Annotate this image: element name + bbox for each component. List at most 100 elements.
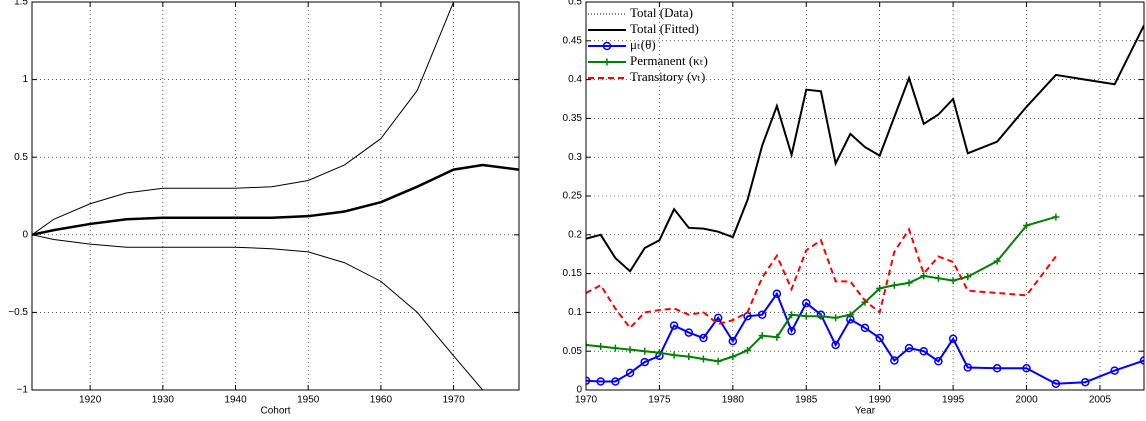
x-tick-label: 1970 — [442, 395, 465, 406]
marker — [919, 346, 928, 356]
marker — [670, 351, 678, 359]
marker — [640, 357, 649, 367]
x-tick-label: 1960 — [370, 395, 393, 406]
x-tick-label: 1980 — [722, 395, 745, 406]
legend-marker — [603, 58, 611, 66]
marker — [963, 363, 973, 372]
marker — [685, 353, 693, 361]
marker — [890, 281, 898, 289]
marker — [586, 341, 590, 349]
chart: −1 −0.5 0 0.5 1 1.5 1920 1930 1940 1950 1960 1970 Co… — [8, 0, 520, 417]
y-tick-label: 0 — [22, 229, 28, 240]
plot-lines — [32, 2, 519, 390]
plot-frame — [31, 1, 520, 391]
plot-lines — [586, 24, 1144, 389]
marker — [964, 273, 972, 281]
marker — [1139, 356, 1144, 365]
marker — [920, 272, 928, 280]
marker — [625, 368, 635, 378]
x-tick-label: 2000 — [1015, 395, 1038, 406]
legend-label: μₜ(θ) — [630, 37, 656, 52]
series-line — [586, 215, 1057, 363]
marker — [684, 328, 694, 337]
y-tick-label: 1.5 — [14, 0, 28, 8]
marker — [772, 289, 782, 299]
legend-label: Permanent (κₜ) — [630, 53, 708, 68]
marker — [699, 355, 707, 363]
marker — [905, 279, 913, 287]
marker — [1023, 221, 1031, 229]
y-tick-label: 0.2 — [568, 229, 582, 240]
marker — [949, 277, 957, 285]
x-tick-label: 1930 — [152, 395, 175, 406]
marker — [802, 312, 810, 320]
y-tick-label: 0 — [576, 385, 582, 396]
marker — [655, 349, 663, 357]
marker — [597, 343, 605, 351]
y-tick-label: 0.35 — [563, 113, 583, 124]
marker — [714, 357, 722, 365]
x-tick-label: 2005 — [1089, 395, 1112, 406]
marker — [757, 310, 767, 319]
marker — [1052, 213, 1060, 221]
x-axis-title: Year — [855, 406, 876, 417]
marker — [992, 364, 1002, 373]
marker — [1081, 377, 1090, 387]
x-tick-label: 1920 — [79, 395, 102, 406]
marker — [904, 343, 914, 353]
marker — [773, 333, 781, 341]
marker — [611, 344, 619, 352]
legend-marker — [602, 41, 612, 51]
chart: 0 0.05 0.1 0.15 0.2 0.25 0.3 0.35 0.4 0.45 0.5 1970… — [563, 0, 1145, 417]
y-tick-label: 0.5 — [568, 0, 582, 8]
y-tick-label: 1 — [22, 74, 28, 85]
marker — [817, 312, 825, 320]
series-line — [586, 24, 1144, 273]
marker — [641, 347, 649, 355]
y-tick-label: −1 — [17, 385, 29, 396]
marker — [1022, 364, 1031, 373]
marker — [934, 274, 942, 282]
marker — [744, 346, 752, 354]
marker — [846, 311, 854, 319]
y-tick-label: −0.5 — [8, 307, 28, 318]
marker — [875, 333, 884, 343]
legend: Total (Data)Total (Fitted)μₜ(θ)Permanent… — [588, 5, 708, 84]
plot-frame — [585, 1, 1145, 391]
x-tick-label: 1940 — [224, 395, 247, 406]
marker — [611, 377, 620, 386]
legend-label: Transitory (νₜ) — [630, 69, 705, 84]
marker — [728, 336, 738, 346]
series-line — [32, 163, 519, 237]
x-tick-label: 1990 — [869, 395, 892, 406]
marker — [787, 326, 796, 336]
marker — [626, 346, 634, 354]
marker — [596, 377, 605, 386]
y-tick-label: 0.05 — [563, 346, 583, 357]
marker — [890, 356, 899, 365]
marker — [586, 376, 591, 385]
y-tick-label: 0.3 — [568, 152, 582, 163]
x-tick-label: 1985 — [795, 395, 818, 406]
y-tick-label: 0.45 — [563, 35, 583, 46]
marker — [831, 340, 840, 350]
x-tick-label: 1995 — [942, 395, 965, 406]
x-tick-label: 1970 — [575, 395, 598, 406]
marker — [876, 284, 884, 292]
marker — [1051, 379, 1061, 389]
marker — [729, 353, 737, 361]
x-tick-label: 1950 — [297, 395, 320, 406]
marker — [832, 314, 840, 322]
series-line — [32, 234, 484, 390]
marker — [788, 311, 796, 319]
series-line — [586, 227, 1057, 330]
y-tick-label: 0.4 — [568, 74, 582, 85]
y-tick-label: 0.5 — [14, 152, 28, 163]
marker — [802, 298, 811, 308]
marker — [699, 333, 708, 343]
marker — [948, 334, 958, 344]
marker — [713, 313, 723, 323]
marker — [993, 257, 1001, 265]
marker — [934, 357, 943, 366]
